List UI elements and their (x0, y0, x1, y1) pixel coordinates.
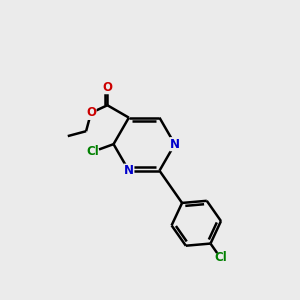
Text: O: O (86, 106, 96, 119)
Text: O: O (102, 81, 112, 94)
Text: N: N (124, 164, 134, 177)
Text: Cl: Cl (214, 251, 227, 264)
Text: N: N (170, 138, 180, 151)
Text: Cl: Cl (87, 145, 99, 158)
